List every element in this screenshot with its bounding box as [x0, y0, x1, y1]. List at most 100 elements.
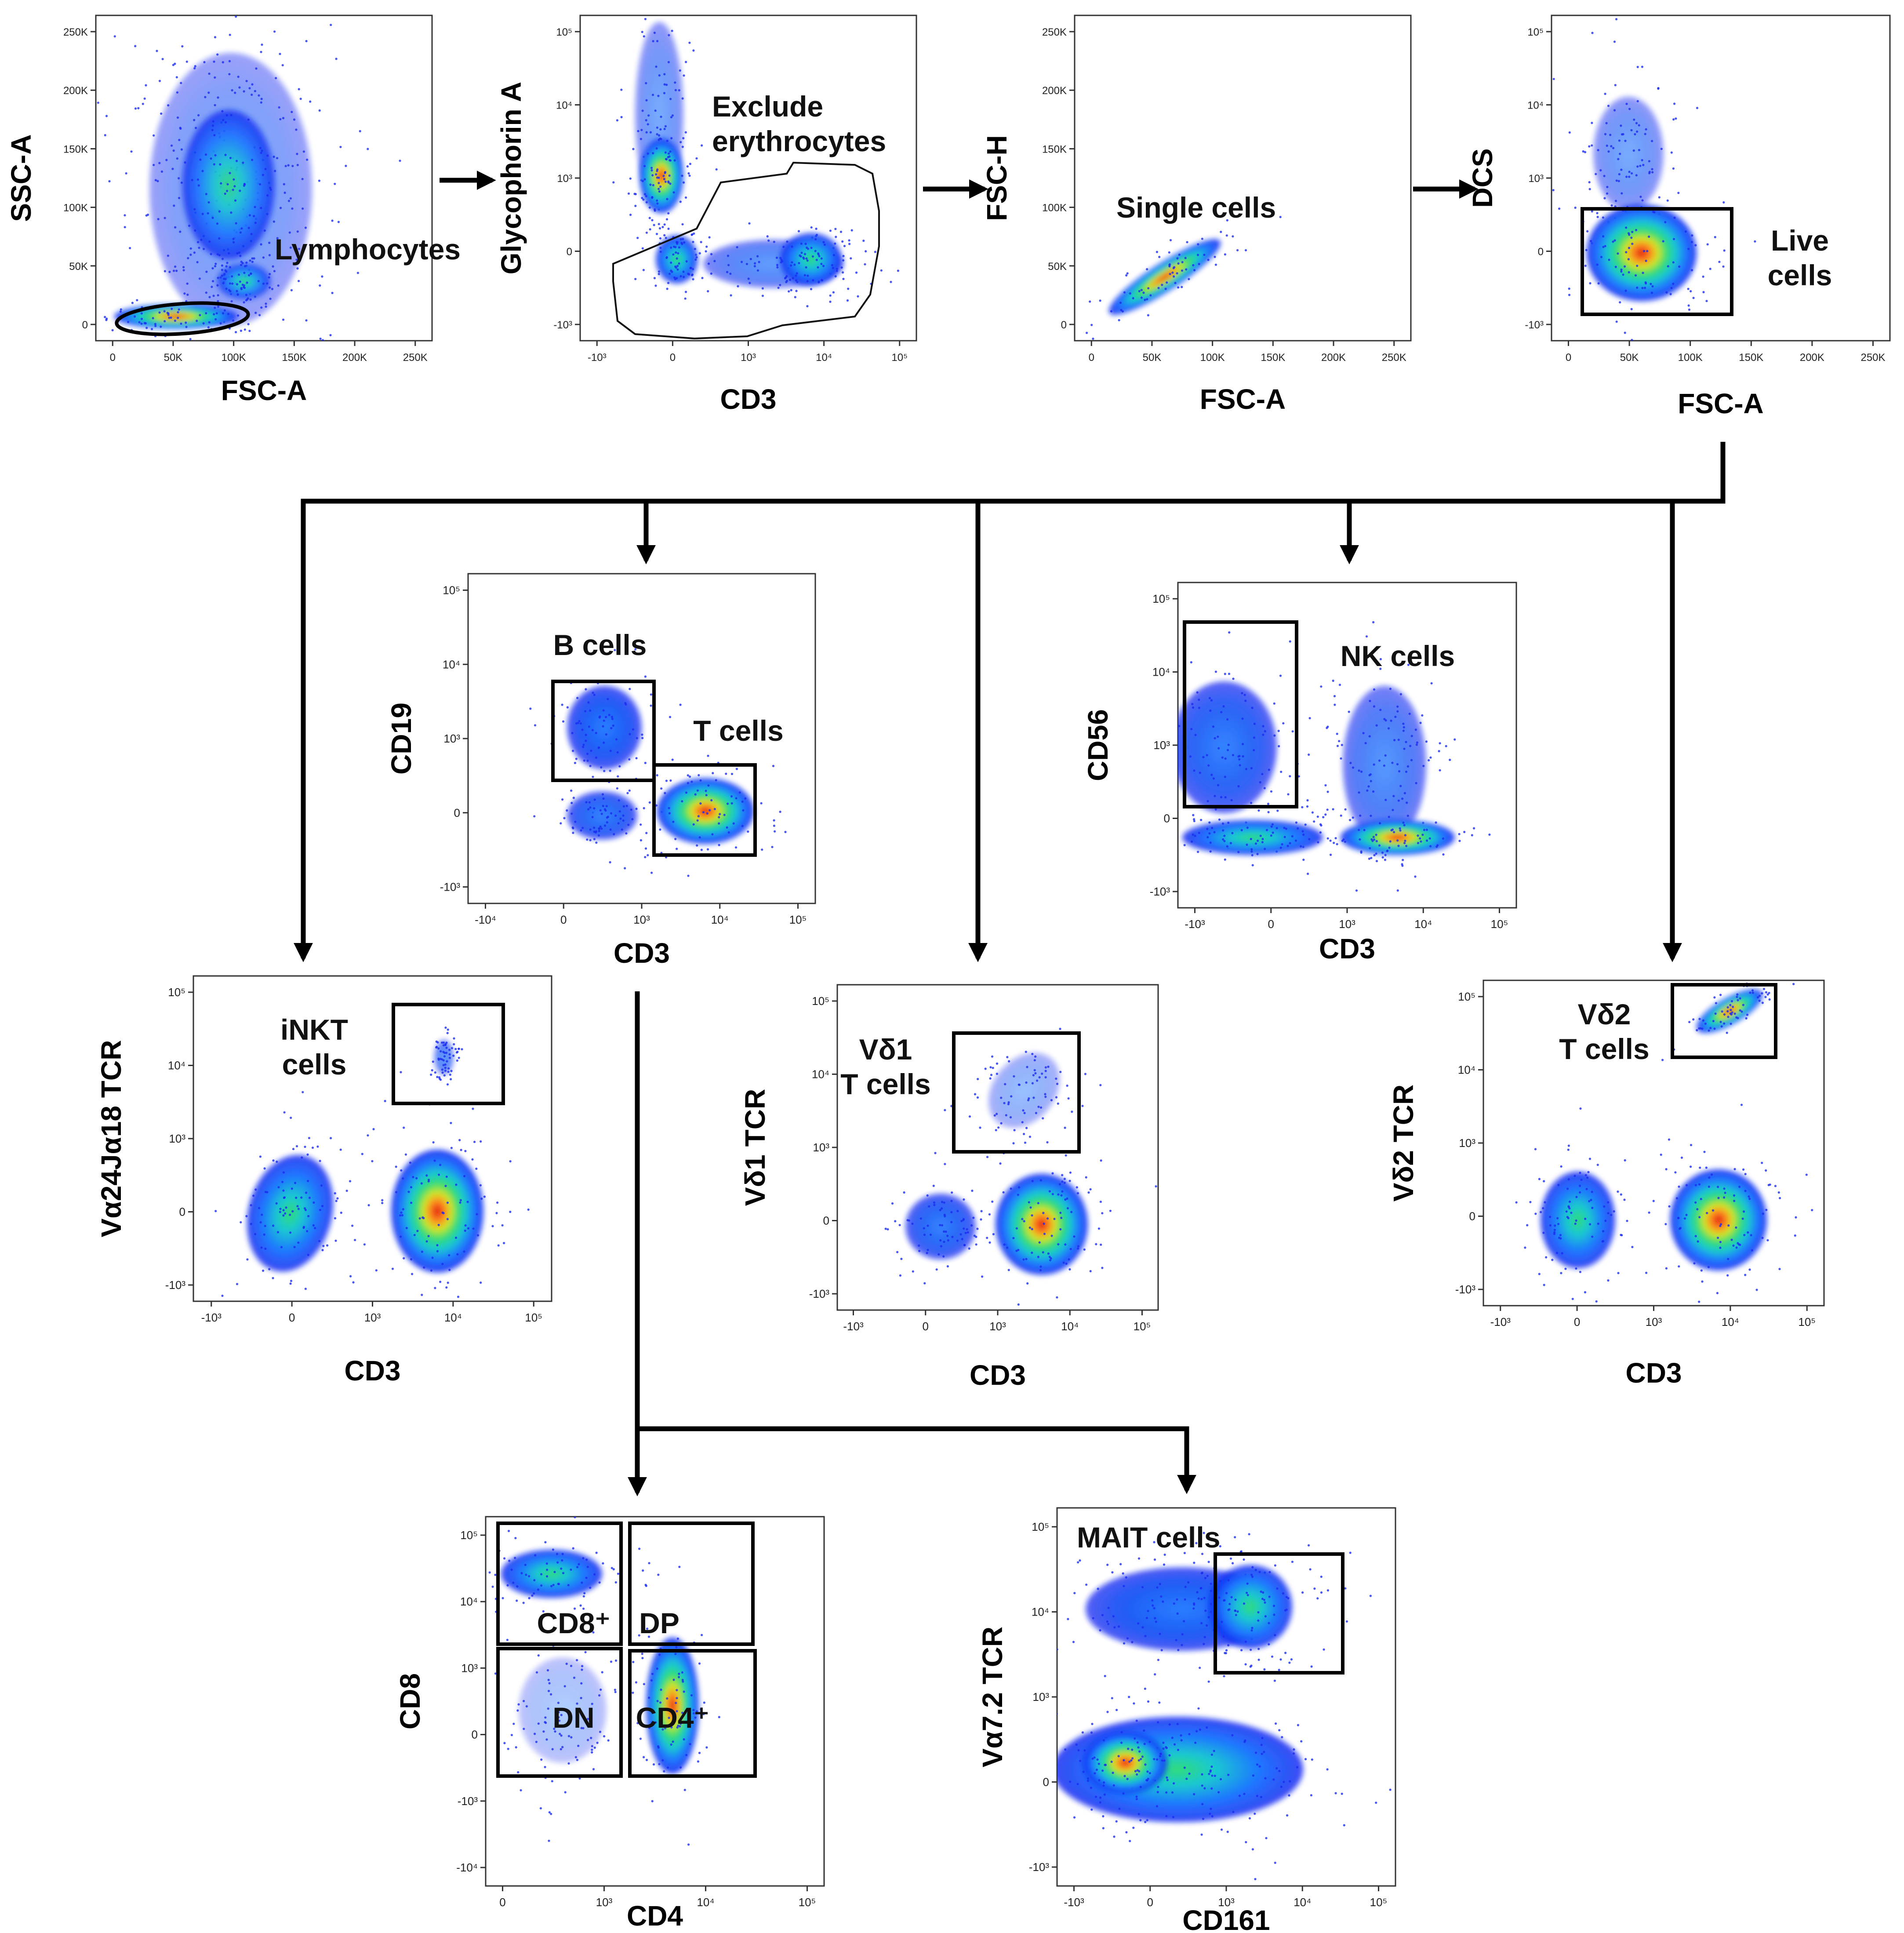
- event-dot: [705, 1746, 708, 1749]
- event-dot: [1336, 732, 1338, 735]
- event-dot: [319, 1160, 321, 1162]
- event-dot: [1034, 1055, 1037, 1058]
- event-dot: [1306, 805, 1309, 808]
- event-dot: [160, 112, 163, 115]
- x-tick-label: 10⁵: [1798, 1315, 1816, 1329]
- event-dot: [1289, 640, 1291, 643]
- event-dot: [1042, 1117, 1044, 1120]
- gate-label: T cells: [693, 714, 783, 747]
- event-dot: [160, 170, 163, 173]
- event-dot: [614, 814, 617, 817]
- density-blob: [1209, 1565, 1292, 1649]
- event-dot: [1064, 1126, 1066, 1129]
- event-dot: [266, 194, 269, 197]
- event-dot: [1079, 1759, 1082, 1762]
- event-dot: [283, 183, 285, 186]
- event-dot: [1201, 1553, 1204, 1555]
- event-dot: [1146, 1819, 1148, 1821]
- event-dot: [1192, 706, 1195, 709]
- event-dot: [1417, 842, 1420, 845]
- event-dot: [677, 252, 679, 255]
- event-dot: [1138, 1750, 1141, 1753]
- event-dot: [235, 160, 238, 162]
- event-dot: [1698, 1300, 1701, 1303]
- event-dot: [649, 228, 651, 231]
- event-dot: [441, 1041, 443, 1044]
- event-dot: [402, 1177, 404, 1180]
- event-dot: [1344, 1587, 1347, 1590]
- event-dot: [356, 272, 360, 274]
- event-dot: [741, 800, 744, 803]
- event-dot: [1275, 827, 1278, 830]
- event-dot: [268, 1268, 271, 1270]
- event-dot: [1197, 1597, 1200, 1600]
- event-dot: [1326, 790, 1329, 793]
- event-dot: [1449, 758, 1451, 761]
- event-dot: [926, 1252, 928, 1254]
- event-dot: [707, 754, 709, 757]
- event-dot: [288, 231, 291, 234]
- event-dot: [774, 830, 776, 833]
- event-dot: [1033, 1059, 1036, 1062]
- x-tick-label: 50K: [1620, 352, 1639, 364]
- event-dot: [1737, 999, 1739, 1001]
- x-tick-label: -10⁴: [475, 913, 496, 926]
- event-dot: [620, 116, 623, 118]
- event-dot: [1378, 759, 1381, 762]
- event-dot: [589, 828, 592, 831]
- event-dot: [276, 237, 279, 240]
- density-cloud: [1057, 1532, 1392, 1880]
- event-dot: [273, 30, 276, 33]
- event-dot: [1230, 799, 1233, 801]
- event-dot: [1393, 739, 1396, 742]
- event-dot: [454, 1048, 457, 1050]
- event-dot: [1268, 1622, 1270, 1624]
- event-dot: [1017, 1303, 1020, 1306]
- event-dot: [302, 150, 305, 153]
- event-dot: [1003, 1102, 1006, 1104]
- event-dot: [616, 787, 618, 790]
- event-dot: [425, 1240, 428, 1243]
- event-dot: [1762, 988, 1766, 990]
- event-dot: [261, 44, 263, 46]
- event-dot: [259, 183, 262, 186]
- event-dot: [1349, 1551, 1352, 1554]
- event-dot: [1227, 1773, 1230, 1776]
- event-dot: [932, 1184, 935, 1187]
- event-dot: [524, 1564, 527, 1566]
- event-dot: [1130, 1759, 1133, 1762]
- event-dot: [1708, 1185, 1710, 1188]
- event-dot: [259, 1155, 262, 1158]
- event-dot: [1090, 324, 1093, 326]
- event-dot: [1164, 288, 1167, 290]
- event-dot: [578, 1563, 580, 1565]
- x-tick-label: 150K: [282, 352, 306, 364]
- event-dot: [1007, 1269, 1010, 1271]
- event-dot: [683, 74, 685, 77]
- event-dot: [1099, 1629, 1101, 1631]
- event-dot: [354, 1239, 356, 1241]
- event-dot: [582, 743, 585, 746]
- event-dot: [399, 1214, 402, 1217]
- event-dot: [1153, 1558, 1156, 1561]
- event-dot: [625, 832, 628, 835]
- event-dot: [1104, 1764, 1107, 1766]
- event-dot: [810, 288, 813, 291]
- event-dot: [1419, 721, 1422, 724]
- event-dot: [1692, 297, 1695, 299]
- event-dot: [432, 1141, 435, 1144]
- event-dot: [449, 1074, 451, 1076]
- event-dot: [645, 99, 648, 102]
- event-dot: [667, 61, 670, 63]
- event-dot: [1217, 1791, 1220, 1794]
- y-axis-label: CD19: [385, 703, 417, 775]
- event-dot: [214, 1210, 217, 1212]
- event-dot: [1154, 1617, 1156, 1620]
- event-dot: [437, 1223, 440, 1227]
- event-dot: [1151, 862, 1153, 864]
- event-dot: [1291, 1561, 1294, 1563]
- event-dot: [1053, 1359, 1055, 1361]
- event-dot: [1067, 1618, 1069, 1620]
- event-dot: [645, 82, 647, 84]
- event-dot: [566, 706, 569, 709]
